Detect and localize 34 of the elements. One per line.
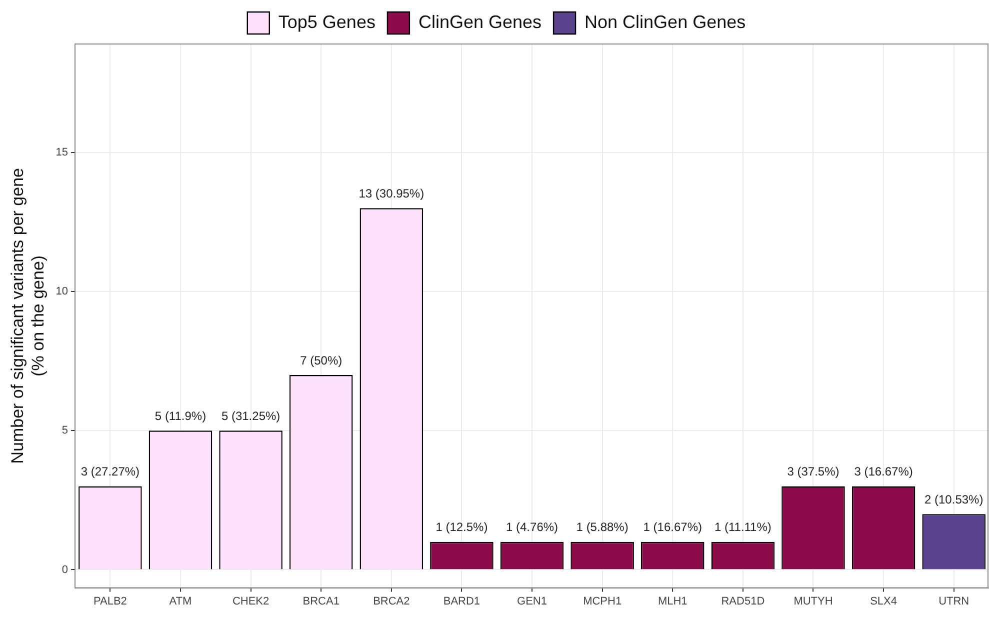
x-tick-label: UTRN xyxy=(938,595,970,608)
x-tick-label: BRCA2 xyxy=(373,595,410,608)
x-tick-label: MUTYH xyxy=(794,595,833,608)
x-tick-label: BRCA1 xyxy=(302,595,340,608)
y-tick-label: 10 xyxy=(56,286,68,298)
data-label: 2 (10.53%) xyxy=(924,492,984,506)
x-tick-label: ATM xyxy=(169,595,192,608)
legend-label: ClinGen Genes xyxy=(418,12,542,32)
x-tick-label: MCPH1 xyxy=(583,595,622,608)
y-tick-label: 15 xyxy=(56,146,68,159)
data-label: 1 (4.76%) xyxy=(506,520,558,534)
x-tick-label: RAD51D xyxy=(721,595,765,608)
data-label: 5 (31.25%) xyxy=(221,408,280,423)
data-label: 1 (11.11%) xyxy=(714,520,772,534)
y-tick-label: 5 xyxy=(62,424,68,437)
data-label: 3 (37.5%) xyxy=(787,464,840,479)
data-label: 1 (16.67%) xyxy=(643,520,702,534)
legend-label: Top5 Genes xyxy=(278,12,376,32)
data-label: 1 (12.5%) xyxy=(436,520,488,534)
x-tick-label: MLH1 xyxy=(658,595,688,608)
x-tick-label: BARD1 xyxy=(443,595,480,608)
data-label: 3 (27.27%) xyxy=(80,464,140,479)
x-tick-label: CHEK2 xyxy=(232,595,270,608)
x-tick-label: GEN1 xyxy=(517,595,547,608)
legend-label: Non ClinGen Genes xyxy=(584,12,746,32)
data-label: 7 (50%) xyxy=(300,353,342,368)
x-tick-label: PALB2 xyxy=(93,595,127,608)
y-tick-label: 0 xyxy=(62,564,68,576)
x-tick-label: SLX4 xyxy=(870,595,898,608)
data-label: 13 (30.95%) xyxy=(358,186,424,200)
data-label: 3 (16.67%) xyxy=(854,464,913,479)
y-axis-title: Number of significant variants per gene (% on the gene) xyxy=(8,168,48,464)
data-label: 5 (11.9%) xyxy=(154,408,206,423)
data-label: 1 (5.88%) xyxy=(576,520,628,534)
